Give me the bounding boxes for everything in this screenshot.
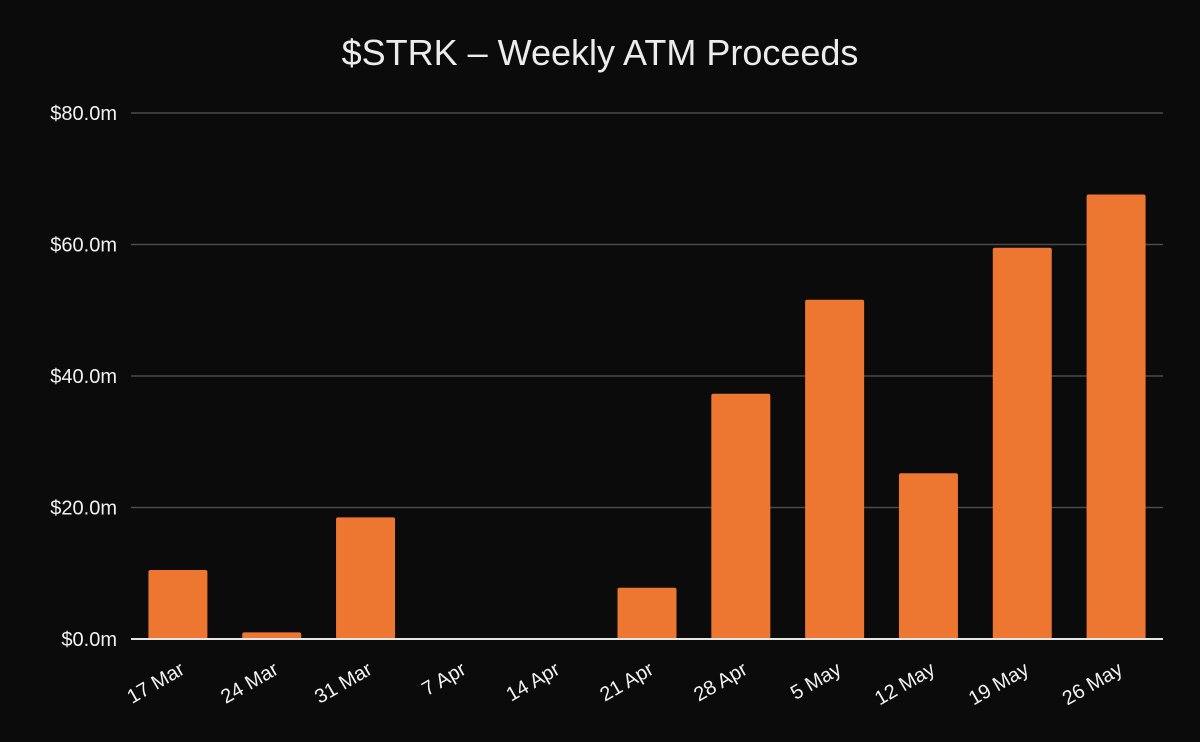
x-tick-label: 24 Mar	[217, 658, 282, 708]
x-tick-label: 21 Apr	[596, 658, 657, 706]
y-tick-label: $80.0m	[50, 103, 117, 125]
chart-title: $STRK – Weekly ATM Proceeds	[341, 32, 859, 73]
x-tick-label: 12 May	[871, 658, 939, 710]
bar	[336, 517, 396, 639]
x-tick-label: 14 Apr	[503, 658, 564, 706]
y-tick-label: $40.0m	[50, 366, 117, 388]
bar	[242, 632, 302, 639]
bars	[148, 194, 1146, 639]
bar	[898, 473, 958, 639]
bar	[805, 299, 865, 639]
x-tick-label: 7 Apr	[418, 658, 470, 701]
y-tick-labels: $0.0m $20.0m $40.0m $60.0m $80.0m	[50, 103, 117, 651]
bar	[992, 247, 1052, 639]
bar	[617, 587, 677, 639]
x-tick-label: 26 May	[1059, 658, 1127, 710]
y-tick-label: $60.0m	[50, 235, 117, 257]
x-tick-label: 28 Apr	[690, 658, 751, 706]
x-tick-label: 17 Mar	[123, 658, 188, 708]
x-tick-label: 5 May	[787, 658, 845, 704]
bar	[711, 393, 771, 639]
bar	[148, 569, 208, 639]
gridlines	[131, 112, 1163, 509]
x-tick-label: 19 May	[965, 658, 1033, 710]
x-tick-labels: 17 Mar 24 Mar 31 Mar 7 Apr 14 Apr 21 Apr 28 Ap…	[123, 658, 1126, 710]
x-tick-label: 31 Mar	[311, 658, 376, 708]
y-tick-label: $20.0m	[50, 498, 117, 520]
bar	[1086, 194, 1146, 639]
y-tick-label: $0.0m	[61, 629, 117, 651]
